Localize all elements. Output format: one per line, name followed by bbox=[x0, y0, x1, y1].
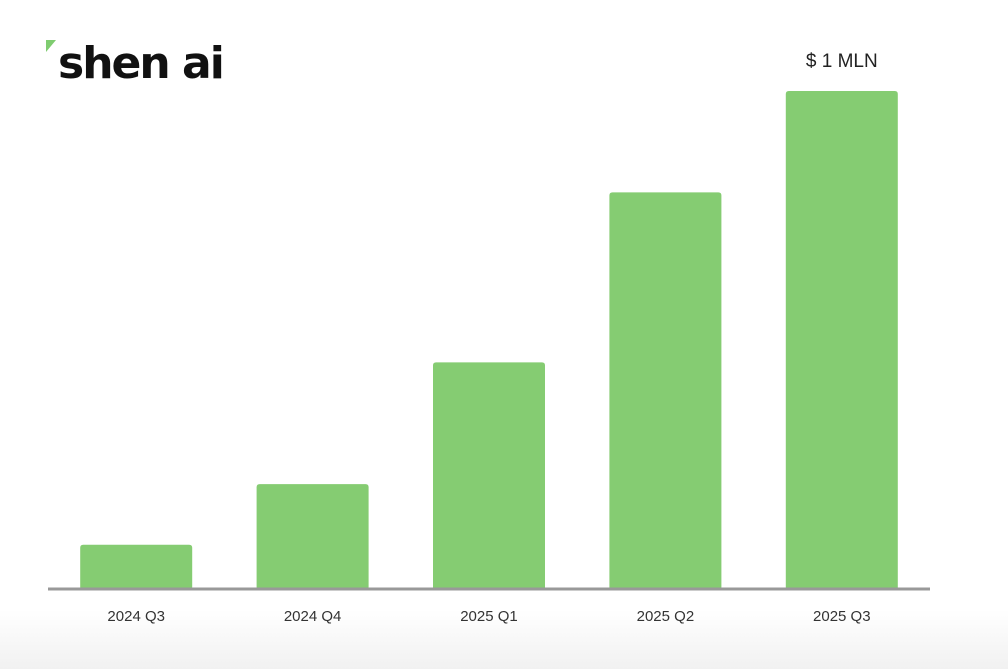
logo-text: shen ai bbox=[58, 38, 225, 89]
x-tick-label: 2024 Q4 bbox=[284, 608, 342, 625]
x-tick-labels: 2024 Q3 2024 Q4 2025 Q1 2025 Q2 2025 Q3 bbox=[107, 608, 870, 625]
x-tick-label: 2025 Q3 bbox=[813, 608, 871, 625]
logo-mark-icon bbox=[46, 40, 56, 52]
bar-2024-q4 bbox=[256, 484, 369, 588]
bar-2025-q2 bbox=[609, 192, 722, 588]
bars-group bbox=[80, 91, 898, 588]
bar-2025-q1 bbox=[433, 362, 545, 588]
annotations-group: $ 1 MLN bbox=[806, 51, 878, 72]
x-tick-label: 2024 Q3 bbox=[107, 608, 165, 625]
x-tick-label: 2025 Q1 bbox=[460, 608, 518, 625]
bar-2024-q3 bbox=[80, 544, 193, 588]
bar-2025-q3 bbox=[785, 91, 898, 588]
value-annotation: $ 1 MLN bbox=[806, 51, 878, 72]
x-tick-label: 2025 Q2 bbox=[637, 608, 695, 625]
